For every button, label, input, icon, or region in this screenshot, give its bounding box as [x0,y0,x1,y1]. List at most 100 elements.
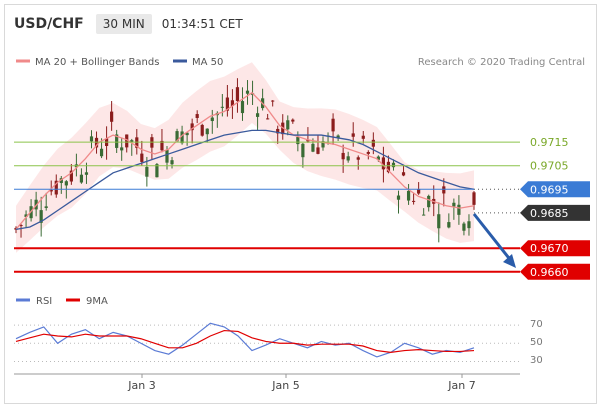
candle-body [427,195,431,208]
x-tick-jan3: Jan 3 [127,379,155,392]
candle-body [165,149,169,163]
candle-body [412,200,416,202]
rsi-tick-70: 70 [530,319,543,330]
candle-body [406,190,411,201]
candle-body [301,143,305,158]
level-label-0.9715: 0.9715 [530,136,569,149]
level-label-box [520,240,590,257]
candle-body [401,172,406,176]
candle-body [371,139,375,147]
forecast-arrowhead [503,254,516,268]
candle-body [316,147,320,154]
ma50-line [15,129,475,230]
candle-body [84,172,89,175]
candle-body [190,123,194,131]
rsi-line [15,322,475,358]
rsi-tick-30: 30 [530,355,543,366]
ma20-legend-label: MA 20 + Bollinger Bands [35,57,159,68]
candle-body [64,181,68,186]
research-credit: Research © 2020 Trading Central [418,57,585,68]
candle-body [351,133,355,137]
candle-body [472,192,476,205]
candle-body [175,131,179,142]
rsi-legend-label: RSI [36,296,52,307]
candle-body [346,156,350,161]
candle-body [286,120,290,130]
level-label-0.9660: 0.9660 [530,266,569,279]
candle-body [54,180,58,195]
candle-body [467,221,471,229]
candle-body [271,100,275,102]
candle-body [115,134,119,148]
candle-body [130,140,134,142]
candle-body [296,137,300,145]
candle-body [356,157,360,160]
clock-text: 01:34:51 CET [161,17,243,31]
level-label-0.9705: 0.9705 [530,160,569,173]
candle-body [200,124,204,136]
forecast-arrow [472,213,514,263]
ma9-legend-label: 9MA [86,296,108,307]
candle-body [366,151,370,154]
level-label-0.9670: 0.9670 [530,242,569,255]
candle-body [437,214,441,229]
candle-body [341,152,345,160]
x-tick-jan7: Jan 7 [447,379,475,392]
candle-body [59,178,63,183]
candle-body [336,135,340,138]
chart-header: USD/CHF 30 MIN 01:34:51 CET [5,5,243,43]
candle-body [245,90,250,94]
candle-body [255,113,260,117]
candle-body [99,148,104,157]
candle-body [145,166,149,177]
candle-body [235,87,240,102]
x-tick-jan5: Jan 5 [271,379,299,392]
candle-body [44,206,48,208]
candle-body [276,128,280,134]
candle-body [220,106,224,108]
candle-body [140,153,144,162]
candle-body [447,222,451,228]
candle-body [240,101,245,114]
candle-body [417,189,421,194]
candle-body [110,111,114,122]
rsi-ma9-line [15,329,475,353]
ma20-line [15,91,475,230]
symbol-title: USD/CHF [14,16,84,32]
candle-body [195,114,199,118]
candle-body [205,128,209,135]
candle-body [155,164,159,178]
candle-body [361,135,365,139]
candle-body [442,186,446,194]
level-label-box [520,263,590,280]
candle-body [381,157,386,170]
candle-body [24,214,28,217]
level-label-box [520,204,590,221]
candle-body [422,214,426,216]
candle-body [321,141,325,148]
candle-body [225,97,229,111]
rsi-tick-50: 50 [530,337,543,348]
candle-body [89,136,94,142]
candle-body [160,140,164,151]
candle-body [462,223,466,231]
candle-body [39,210,43,223]
candle-body [210,117,214,122]
bollinger-band [16,62,474,253]
timeframe-button[interactable]: 30 MIN [95,14,152,34]
candle-body [230,100,235,107]
candle-body [170,160,174,165]
candle-body [291,119,295,122]
candle-body [120,147,124,151]
candle-body [396,195,401,200]
candle-body [49,189,53,192]
candle-body [376,156,380,160]
candle-body [19,225,23,227]
candle-body [391,162,396,168]
candle-body [386,161,391,173]
candle-body [266,118,270,120]
candle-body [331,118,335,132]
candle-body [185,132,189,136]
candle-body [180,131,184,144]
level-label-box [520,181,590,198]
